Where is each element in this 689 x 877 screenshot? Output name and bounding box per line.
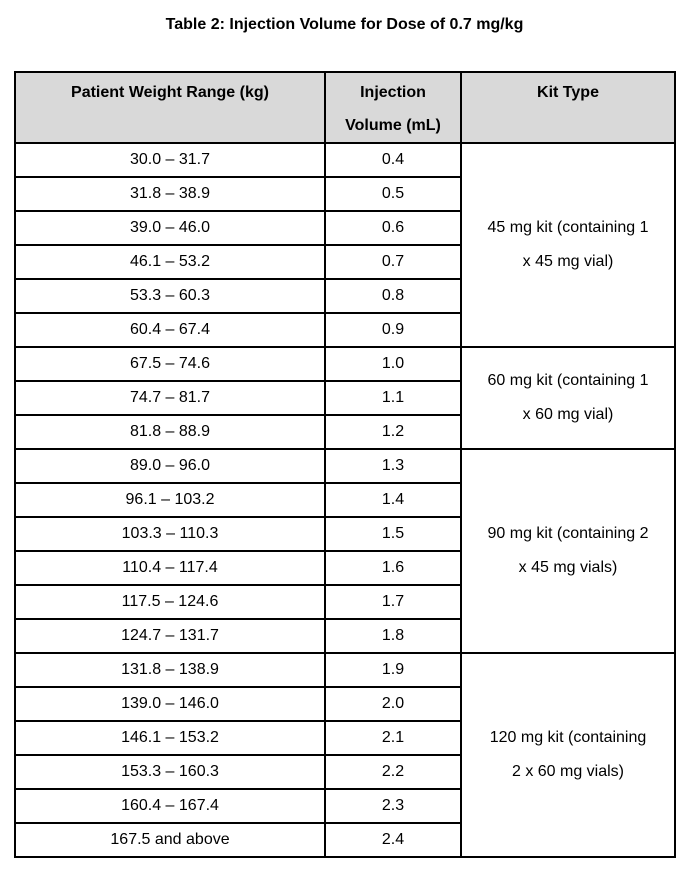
injection-volume-cell: 2.1: [324, 720, 462, 756]
injection-volume-cell: 1.2: [324, 414, 462, 450]
column-header-weight-range: Patient Weight Range (kg): [14, 71, 326, 144]
table-row: 117.5 – 124.6 1.7: [14, 584, 675, 620]
weight-range-cell: 53.3 – 60.3: [14, 278, 326, 314]
table-row: 31.8 – 38.9 0.5: [14, 176, 675, 212]
weight-range-cell: 131.8 – 138.9: [14, 652, 326, 688]
injection-volume-cell: 2.2: [324, 754, 462, 790]
weight-range-cell: 117.5 – 124.6: [14, 584, 326, 620]
weight-range-cell: 160.4 – 167.4: [14, 788, 326, 824]
injection-volume-cell: 1.7: [324, 584, 462, 620]
table-row: 30.0 – 31.7 0.4 45 mg kit (containing 1 …: [14, 142, 676, 348]
page-title: Table 2: Injection Volume for Dose of 0.…: [165, 16, 524, 33]
injection-volume-cell: 1.0: [324, 346, 462, 382]
table-row: 131.8 – 138.9 1.9 120 mg kit (containing…: [14, 652, 676, 858]
table-row: 139.0 – 146.0 2.0: [14, 686, 675, 722]
kit-type-cell-45mg: 45 mg kit (containing 1 x 45 mg vial): [460, 142, 676, 348]
injection-volume-cell: 1.8: [324, 618, 462, 654]
column-header-kit-type: Kit Type: [460, 71, 676, 144]
weight-range-cell: 74.7 – 81.7: [14, 380, 326, 416]
injection-volume-cell: 2.0: [324, 686, 462, 722]
table-row: 81.8 – 88.9 1.2: [14, 414, 675, 450]
injection-volume-cell: 0.9: [324, 312, 462, 348]
injection-volume-cell: 0.6: [324, 210, 462, 246]
injection-volume-cell: 1.3: [324, 448, 462, 484]
injection-volume-table: Patient Weight Range (kg) Injection Volu…: [14, 71, 676, 858]
weight-range-cell: 46.1 – 53.2: [14, 244, 326, 280]
weight-range-cell: 124.7 – 131.7: [14, 618, 326, 654]
injection-volume-cell: 1.4: [324, 482, 462, 518]
table-row: 39.0 – 46.0 0.6: [14, 210, 675, 246]
weight-range-cell: 39.0 – 46.0: [14, 210, 326, 246]
weight-range-cell: 60.4 – 67.4: [14, 312, 326, 348]
injection-volume-cell: 0.8: [324, 278, 462, 314]
weight-range-cell: 103.3 – 110.3: [14, 516, 326, 552]
injection-volume-cell: 1.9: [324, 652, 462, 688]
injection-volume-cell: 1.5: [324, 516, 462, 552]
injection-volume-cell: 1.6: [324, 550, 462, 586]
table-row: 60.4 – 67.4 0.9: [14, 312, 675, 348]
table-row: 153.3 – 160.3 2.2: [14, 754, 675, 790]
kit-type-cell-90mg: 90 mg kit (containing 2 x 45 mg vials): [460, 448, 676, 654]
table-row: 160.4 – 167.4 2.3: [14, 788, 675, 824]
table-row: 146.1 – 153.2 2.1: [14, 720, 675, 756]
weight-range-cell: 139.0 – 146.0: [14, 686, 326, 722]
injection-volume-cell: 0.4: [324, 142, 462, 178]
injection-volume-cell: 2.3: [324, 788, 462, 824]
table-row: 167.5 and above 2.4: [14, 822, 675, 858]
kit-type-cell-60mg: 60 mg kit (containing 1 x 60 mg vial): [460, 346, 676, 450]
weight-range-cell: 167.5 and above: [14, 822, 326, 858]
table-row: 67.5 – 74.6 1.0 60 mg kit (containing 1 …: [14, 346, 676, 450]
weight-range-cell: 110.4 – 117.4: [14, 550, 326, 586]
weight-range-cell: 81.8 – 88.9: [14, 414, 326, 450]
table-header-row: Patient Weight Range (kg) Injection Volu…: [14, 71, 676, 144]
injection-volume-cell: 2.4: [324, 822, 462, 858]
table-row: 89.0 – 96.0 1.3 90 mg kit (containing 2 …: [14, 448, 676, 654]
table-row: 96.1 – 103.2 1.4: [14, 482, 675, 518]
weight-range-cell: 31.8 – 38.9: [14, 176, 326, 212]
injection-volume-cell: 0.7: [324, 244, 462, 280]
table-row: 110.4 – 117.4 1.6: [14, 550, 675, 586]
table-row: 46.1 – 53.2 0.7: [14, 244, 675, 280]
weight-range-cell: 96.1 – 103.2: [14, 482, 326, 518]
column-header-injection-volume: Injection Volume (mL): [324, 71, 462, 144]
injection-volume-cell: 1.1: [324, 380, 462, 416]
weight-range-cell: 89.0 – 96.0: [14, 448, 326, 484]
table-row: 103.3 – 110.3 1.5: [14, 516, 675, 552]
table-row: 124.7 – 131.7 1.8: [14, 618, 675, 654]
weight-range-cell: 67.5 – 74.6: [14, 346, 326, 382]
weight-range-cell: 153.3 – 160.3: [14, 754, 326, 790]
table-row: 74.7 – 81.7 1.1: [14, 380, 675, 416]
weight-range-cell: 146.1 – 153.2: [14, 720, 326, 756]
weight-range-cell: 30.0 – 31.7: [14, 142, 326, 178]
kit-type-cell-120mg: 120 mg kit (containing 2 x 60 mg vials): [460, 652, 676, 858]
table-row: 53.3 – 60.3 0.8: [14, 278, 675, 314]
injection-volume-cell: 0.5: [324, 176, 462, 212]
